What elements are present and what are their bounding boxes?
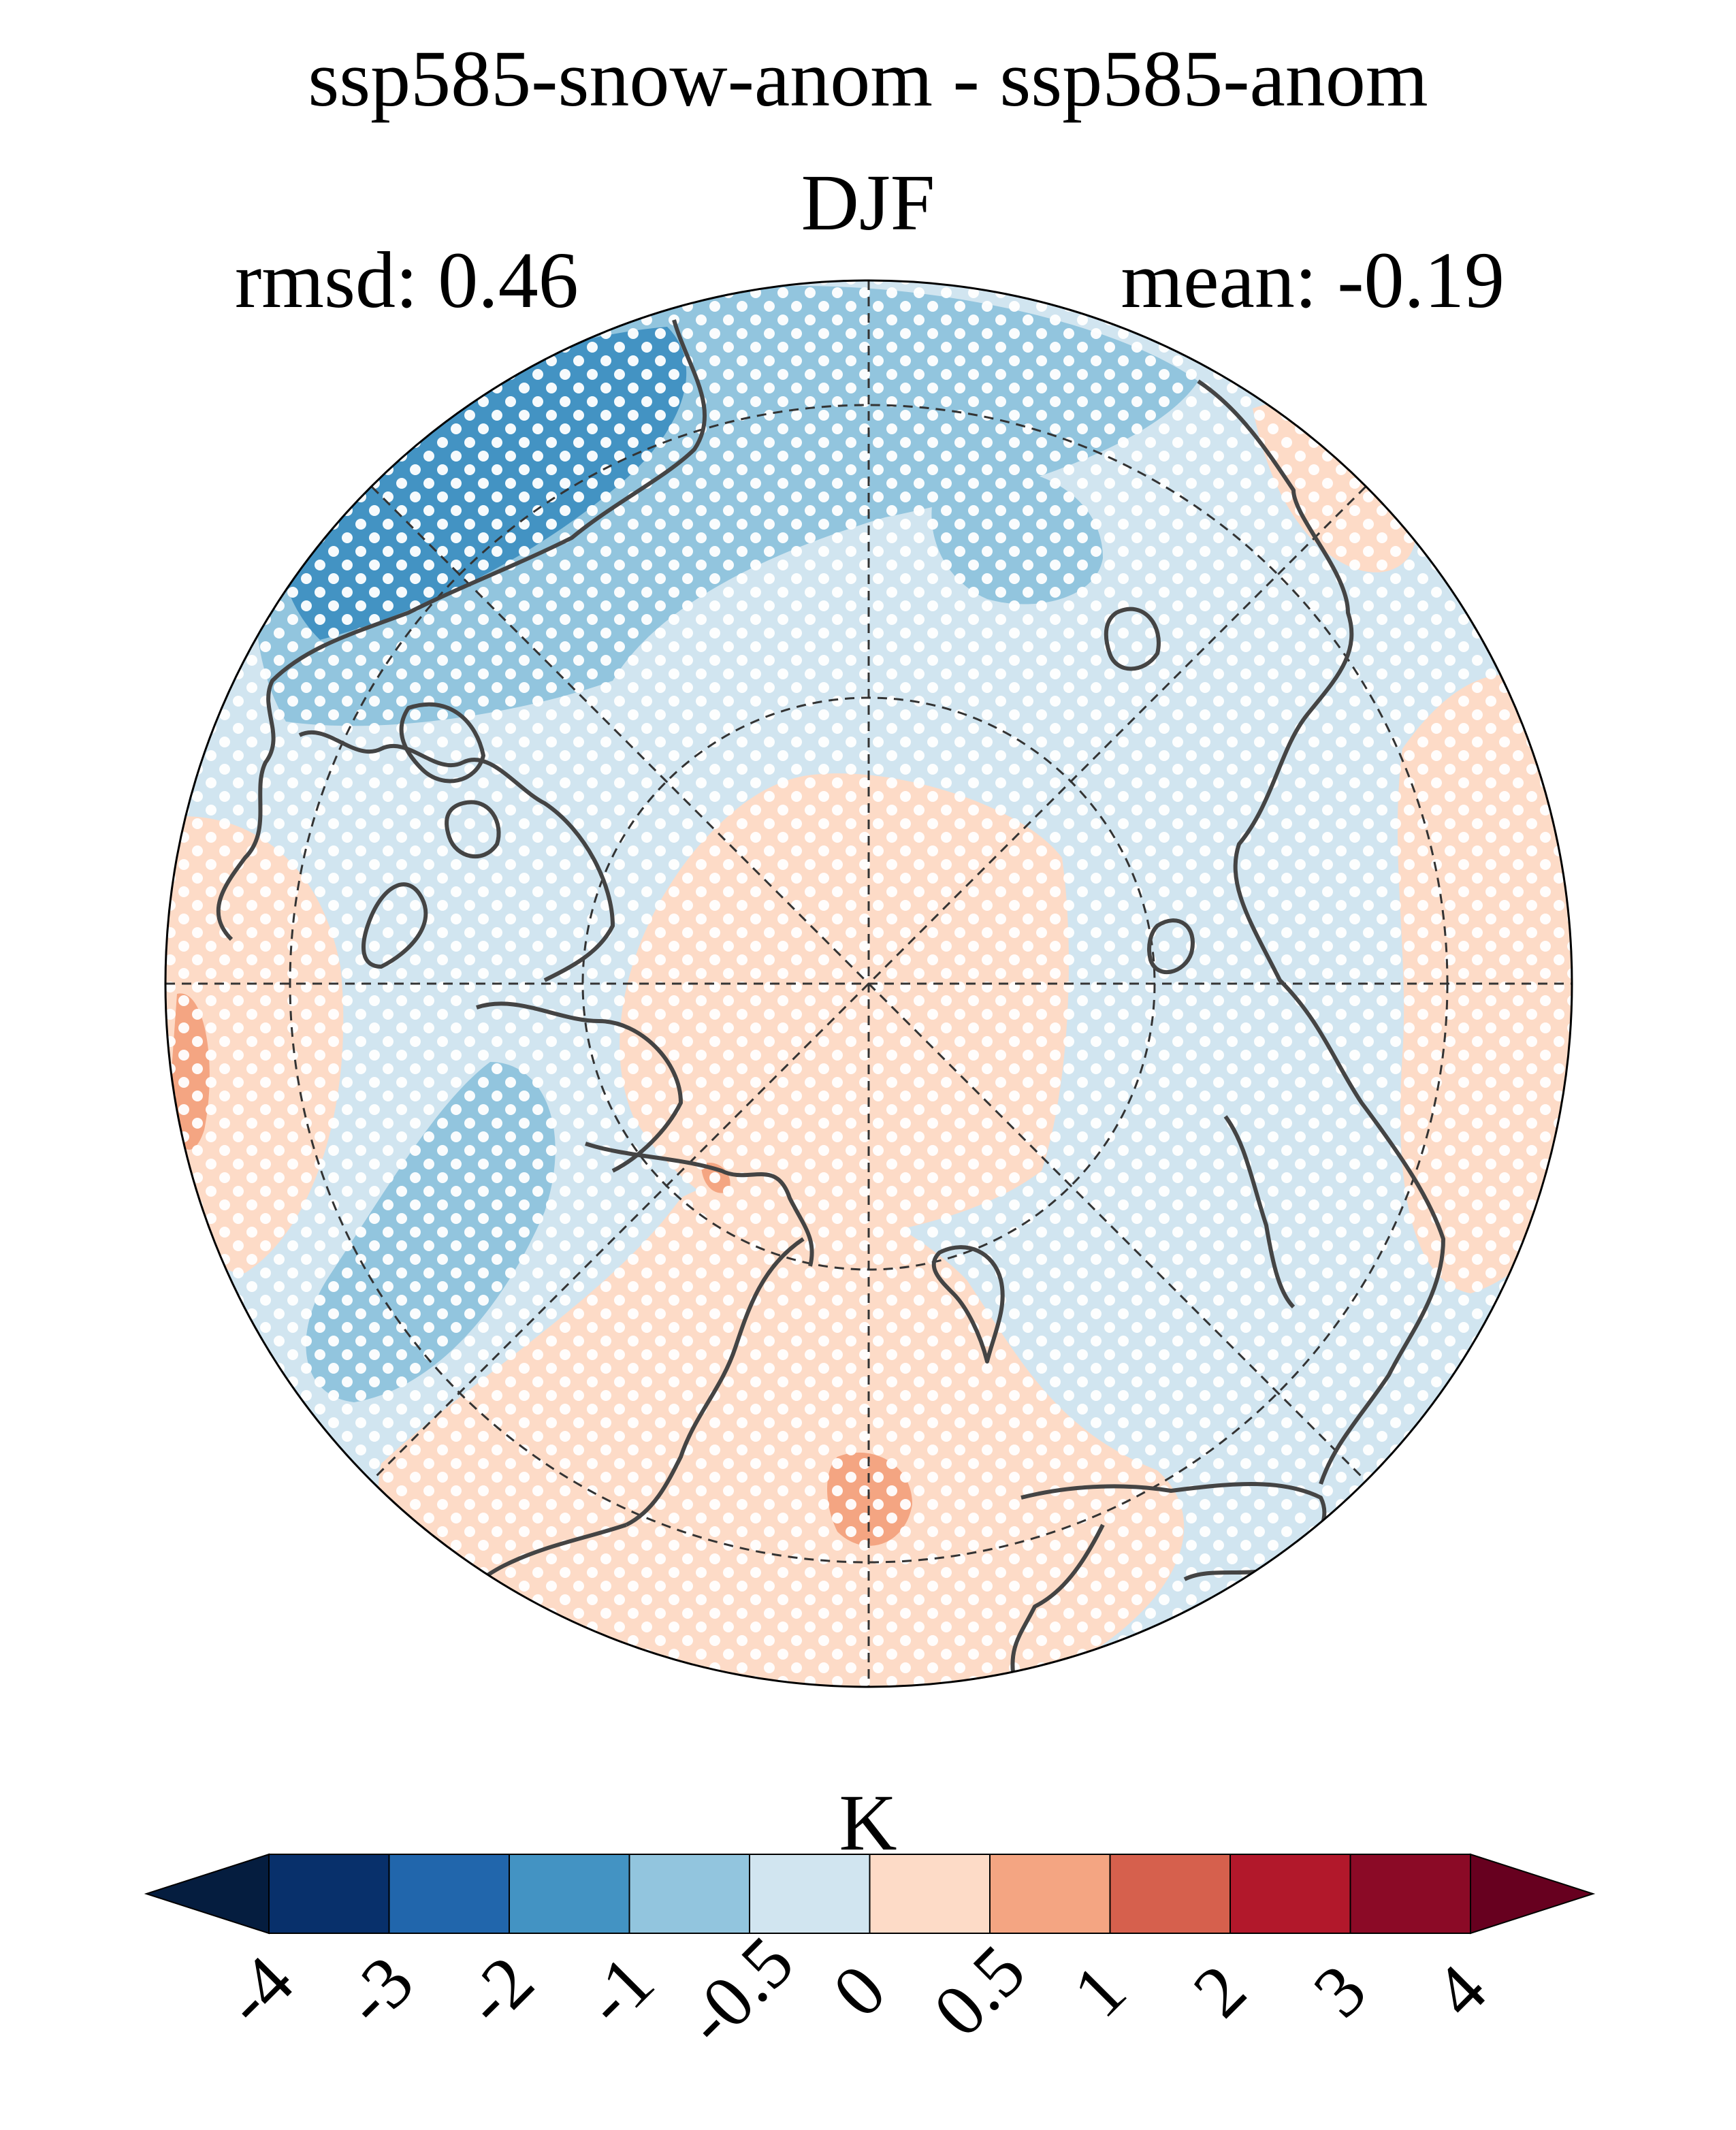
- colorbar-tick-label: -2: [449, 1941, 549, 2042]
- map-boundary: [164, 279, 1573, 1688]
- colorbar-tick-label: -1: [569, 1941, 670, 2042]
- colorbar-tick-label: 0: [818, 1950, 901, 2033]
- colorbar-tick-label: -3: [329, 1941, 430, 2042]
- colorbar-segment-0: [268, 1854, 390, 1934]
- colorbar-segment-5: [869, 1854, 991, 1934]
- colorbar-tick-label: -4: [208, 1941, 309, 2042]
- anomaly-field: [165, 280, 1572, 1687]
- colorbar-segment-3: [628, 1854, 750, 1934]
- rmsd-label: rmsd: 0.46: [235, 236, 579, 325]
- gridlines: [165, 280, 1572, 1687]
- chart-subtitle-season: DJF: [801, 158, 935, 247]
- colorbar-tick-label: 3: [1298, 1950, 1381, 2033]
- colorbar-tick-label: 4: [1419, 1950, 1502, 2033]
- colorbar-segment-4: [749, 1854, 871, 1934]
- meridian-diag-2: [370, 485, 1367, 1482]
- coastlines: [216, 319, 1445, 1682]
- colorbar-segment-6: [989, 1854, 1111, 1934]
- colorbar-segment-8: [1229, 1854, 1351, 1934]
- chart-title: ssp585-snow-anom - ssp585-anom: [308, 34, 1428, 123]
- colorbar-tick-label: -0.5: [669, 1921, 809, 2061]
- colorbar-tick-label: 0.5: [918, 1930, 1041, 2052]
- colorbar-segment-2: [509, 1854, 630, 1934]
- colorbar-tick-label: 1: [1058, 1950, 1141, 2033]
- colorbar-segment-1: [388, 1854, 510, 1934]
- colorbar-segment-9: [1349, 1854, 1471, 1934]
- mean-label: mean: -0.19: [1121, 236, 1505, 325]
- colorbar-label: K: [839, 1778, 897, 1867]
- colorbar: -4 -3 -2 -1 -0.5 0 0.5 1 2 3 4: [144, 1853, 1596, 2061]
- colorbar-tick-label: 2: [1178, 1950, 1261, 2033]
